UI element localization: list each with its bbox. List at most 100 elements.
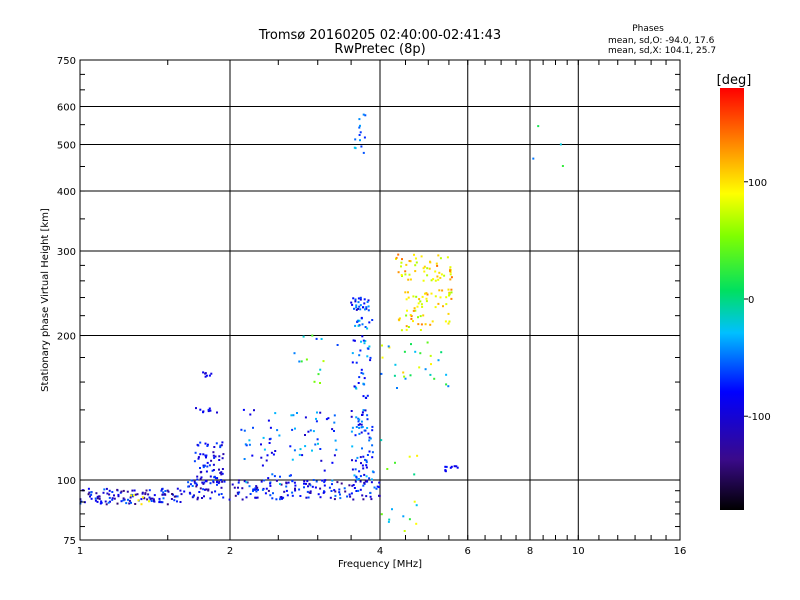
data-point bbox=[221, 480, 224, 483]
data-point bbox=[415, 257, 417, 260]
data-point bbox=[216, 477, 219, 480]
data-point bbox=[370, 478, 373, 481]
data-point bbox=[414, 309, 417, 312]
data-point bbox=[199, 487, 202, 490]
data-point bbox=[206, 443, 209, 446]
data-point bbox=[270, 451, 273, 454]
data-point bbox=[128, 502, 131, 505]
data-point bbox=[359, 423, 361, 426]
data-point bbox=[202, 453, 205, 456]
data-point bbox=[359, 124, 361, 127]
data-point bbox=[237, 481, 240, 484]
data-point bbox=[425, 297, 428, 300]
data-point bbox=[447, 385, 450, 388]
data-point bbox=[354, 480, 357, 483]
data-point bbox=[343, 487, 346, 490]
data-point bbox=[203, 495, 205, 498]
data-point bbox=[323, 469, 326, 472]
data-point bbox=[444, 465, 447, 468]
data-point bbox=[189, 483, 192, 486]
data-point bbox=[271, 497, 274, 500]
data-point bbox=[358, 432, 361, 435]
data-point bbox=[294, 487, 296, 490]
data-point bbox=[306, 480, 309, 483]
data-point bbox=[220, 471, 223, 474]
data-point bbox=[359, 298, 362, 301]
data-point bbox=[285, 485, 288, 488]
data-point bbox=[371, 425, 374, 428]
data-point bbox=[316, 411, 318, 414]
data-point bbox=[162, 491, 165, 494]
data-point bbox=[319, 382, 321, 384]
data-point bbox=[90, 491, 93, 494]
data-point bbox=[366, 355, 369, 358]
data-point bbox=[375, 487, 378, 490]
y-tick-label: 300 bbox=[57, 247, 76, 258]
data-point bbox=[365, 306, 368, 309]
data-point bbox=[285, 489, 288, 492]
data-point bbox=[393, 374, 396, 377]
data-point bbox=[370, 498, 373, 501]
data-point bbox=[439, 257, 442, 260]
data-point bbox=[376, 485, 379, 488]
data-point bbox=[153, 500, 156, 503]
data-point bbox=[218, 459, 221, 461]
data-point bbox=[116, 502, 119, 505]
data-point bbox=[212, 451, 215, 454]
data-point bbox=[371, 444, 374, 447]
data-point bbox=[456, 466, 459, 469]
data-point bbox=[359, 296, 362, 299]
data-point bbox=[448, 293, 451, 296]
data-point bbox=[359, 304, 362, 307]
data-point bbox=[199, 471, 202, 474]
data-point bbox=[206, 445, 209, 447]
data-point bbox=[102, 491, 105, 494]
data-point bbox=[293, 352, 296, 355]
data-point bbox=[397, 253, 400, 256]
data-point bbox=[196, 496, 199, 499]
data-point bbox=[269, 437, 272, 440]
data-point bbox=[404, 270, 407, 273]
data-points bbox=[79, 113, 564, 532]
data-point bbox=[179, 501, 182, 503]
data-point bbox=[361, 323, 364, 326]
data-point bbox=[363, 473, 366, 476]
data-point bbox=[380, 513, 383, 516]
data-point bbox=[439, 296, 442, 299]
data-point bbox=[402, 515, 405, 518]
data-point bbox=[143, 497, 146, 500]
stats-heading: Phases bbox=[632, 24, 664, 34]
data-point bbox=[353, 487, 356, 489]
data-point bbox=[421, 305, 424, 308]
data-point bbox=[283, 490, 286, 493]
data-point bbox=[363, 302, 366, 305]
data-point bbox=[212, 463, 215, 466]
data-point bbox=[412, 295, 415, 298]
data-point bbox=[287, 481, 290, 484]
data-point bbox=[334, 494, 337, 497]
data-point bbox=[359, 349, 362, 352]
data-point bbox=[369, 437, 372, 440]
data-point bbox=[422, 314, 425, 317]
data-point bbox=[358, 376, 361, 379]
data-point bbox=[366, 418, 369, 421]
data-point bbox=[362, 372, 365, 375]
data-point bbox=[199, 408, 202, 411]
data-point bbox=[248, 439, 251, 442]
data-point bbox=[315, 480, 318, 483]
data-point bbox=[204, 488, 206, 491]
data-point bbox=[353, 339, 356, 342]
data-point bbox=[322, 491, 325, 494]
data-point bbox=[409, 374, 412, 377]
data-point bbox=[203, 481, 206, 484]
data-point bbox=[203, 464, 206, 467]
data-point bbox=[214, 477, 217, 480]
data-point bbox=[290, 414, 293, 417]
data-point bbox=[319, 496, 322, 499]
data-point bbox=[360, 371, 363, 374]
data-point bbox=[263, 479, 266, 482]
data-point bbox=[264, 492, 267, 495]
data-point bbox=[352, 297, 355, 300]
data-point bbox=[261, 464, 264, 467]
